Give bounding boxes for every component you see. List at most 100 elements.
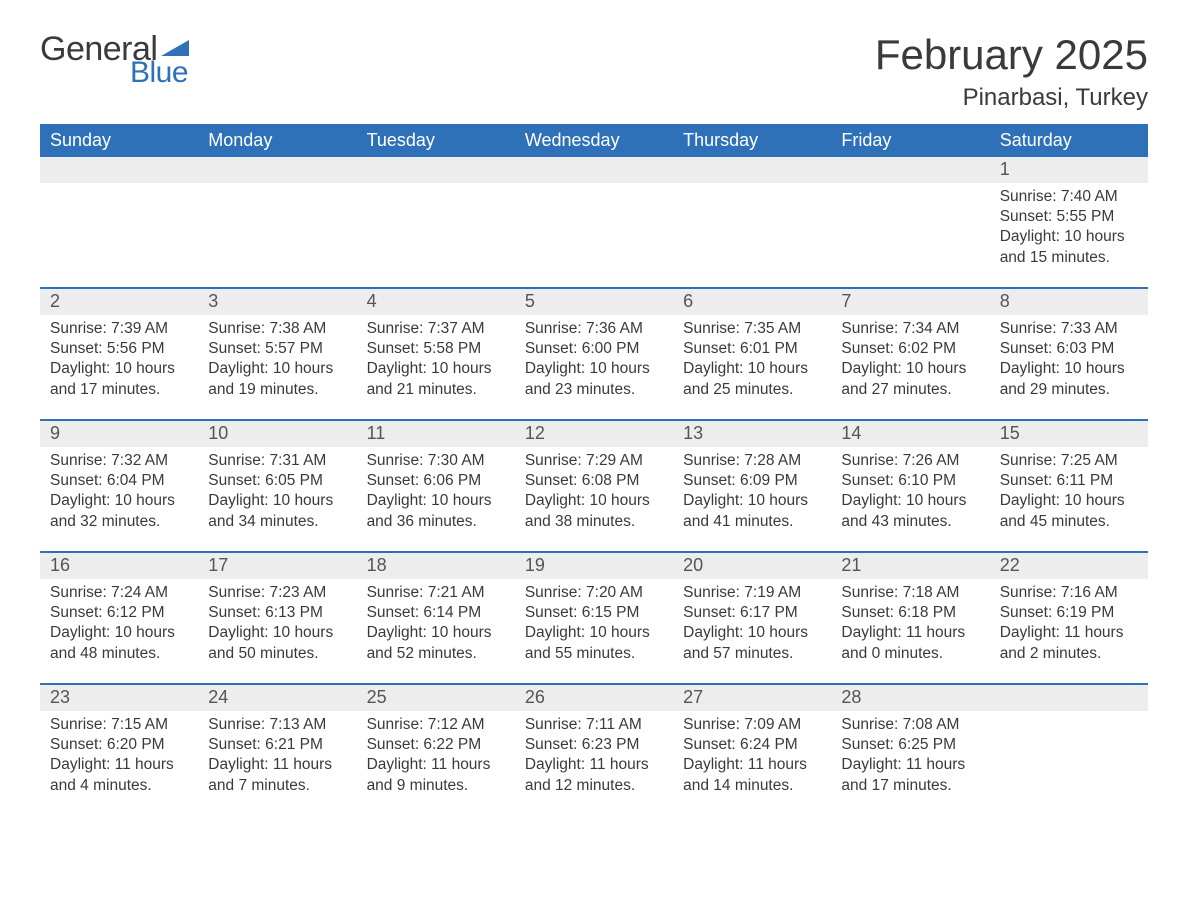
- title-block: February 2025 Pinarbasi, Turkey: [875, 32, 1148, 112]
- day-detail-cell: Sunrise: 7:30 AMSunset: 6:06 PMDaylight:…: [357, 447, 515, 551]
- day-detail-cell: Sunrise: 7:39 AMSunset: 5:56 PMDaylight:…: [40, 315, 198, 419]
- day-sunrise-label: Sunrise: 7:20 AM: [525, 583, 663, 603]
- day-sunset-label: Sunset: 6:05 PM: [208, 471, 346, 491]
- logo: General Blue: [40, 32, 189, 88]
- day-detail-cell: Sunrise: 7:15 AMSunset: 6:20 PMDaylight:…: [40, 711, 198, 815]
- day-number-cell: [357, 157, 515, 183]
- day-sunrise-label: Sunrise: 7:26 AM: [841, 451, 979, 471]
- day-number-cell: 17: [198, 553, 356, 579]
- day-day2-label: and 14 minutes.: [683, 776, 821, 796]
- day-number-cell: 14: [831, 421, 989, 447]
- day-day1-label: Daylight: 10 hours: [1000, 227, 1138, 247]
- day-sunset-label: Sunset: 6:23 PM: [525, 735, 663, 755]
- day-detail-cell: Sunrise: 7:09 AMSunset: 6:24 PMDaylight:…: [673, 711, 831, 815]
- day-detail-cell: Sunrise: 7:38 AMSunset: 5:57 PMDaylight:…: [198, 315, 356, 419]
- day-sunrise-label: Sunrise: 7:25 AM: [1000, 451, 1138, 471]
- day-number-cell: 5: [515, 289, 673, 315]
- day-day1-label: Daylight: 10 hours: [525, 623, 663, 643]
- weekday-header-row: SundayMondayTuesdayWednesdayThursdayFrid…: [40, 124, 1148, 157]
- day-sunset-label: Sunset: 6:19 PM: [1000, 603, 1138, 623]
- day-sunset-label: Sunset: 6:22 PM: [367, 735, 505, 755]
- day-number-cell: 24: [198, 685, 356, 711]
- day-sunrise-label: Sunrise: 7:33 AM: [1000, 319, 1138, 339]
- day-day1-label: Daylight: 10 hours: [367, 359, 505, 379]
- day-number-cell: 8: [990, 289, 1148, 315]
- day-detail-cell: Sunrise: 7:29 AMSunset: 6:08 PMDaylight:…: [515, 447, 673, 551]
- day-day2-label: and 45 minutes.: [1000, 512, 1138, 532]
- day-sunrise-label: Sunrise: 7:23 AM: [208, 583, 346, 603]
- day-number-cell: 25: [357, 685, 515, 711]
- day-day2-label: and 21 minutes.: [367, 380, 505, 400]
- day-sunrise-label: Sunrise: 7:19 AM: [683, 583, 821, 603]
- day-day2-label: and 0 minutes.: [841, 644, 979, 664]
- day-number-cell: 6: [673, 289, 831, 315]
- day-day1-label: Daylight: 10 hours: [1000, 491, 1138, 511]
- day-detail-cell: Sunrise: 7:25 AMSunset: 6:11 PMDaylight:…: [990, 447, 1148, 551]
- day-sunset-label: Sunset: 6:04 PM: [50, 471, 188, 491]
- day-day1-label: Daylight: 11 hours: [683, 755, 821, 775]
- weekday-header-cell: Sunday: [40, 124, 198, 157]
- day-day2-label: and 17 minutes.: [50, 380, 188, 400]
- day-day2-label: and 52 minutes.: [367, 644, 505, 664]
- day-day2-label: and 23 minutes.: [525, 380, 663, 400]
- day-sunrise-label: Sunrise: 7:29 AM: [525, 451, 663, 471]
- day-detail-cell: Sunrise: 7:12 AMSunset: 6:22 PMDaylight:…: [357, 711, 515, 815]
- day-sunrise-label: Sunrise: 7:31 AM: [208, 451, 346, 471]
- day-number-cell: 23: [40, 685, 198, 711]
- weekday-header-cell: Wednesday: [515, 124, 673, 157]
- day-day2-label: and 25 minutes.: [683, 380, 821, 400]
- day-number-cell: 22: [990, 553, 1148, 579]
- day-sunrise-label: Sunrise: 7:12 AM: [367, 715, 505, 735]
- day-sunset-label: Sunset: 5:56 PM: [50, 339, 188, 359]
- day-day1-label: Daylight: 10 hours: [208, 491, 346, 511]
- day-sunrise-label: Sunrise: 7:16 AM: [1000, 583, 1138, 603]
- day-number-cell: 2: [40, 289, 198, 315]
- day-sunset-label: Sunset: 6:06 PM: [367, 471, 505, 491]
- day-sunrise-label: Sunrise: 7:18 AM: [841, 583, 979, 603]
- day-day2-label: and 36 minutes.: [367, 512, 505, 532]
- day-sunrise-label: Sunrise: 7:37 AM: [367, 319, 505, 339]
- day-day2-label: and 48 minutes.: [50, 644, 188, 664]
- day-sunset-label: Sunset: 6:12 PM: [50, 603, 188, 623]
- day-number-cell: 16: [40, 553, 198, 579]
- day-day2-label: and 15 minutes.: [1000, 248, 1138, 268]
- month-title: February 2025: [875, 32, 1148, 78]
- day-detail-cell: Sunrise: 7:32 AMSunset: 6:04 PMDaylight:…: [40, 447, 198, 551]
- day-sunrise-label: Sunrise: 7:34 AM: [841, 319, 979, 339]
- day-detail-row: Sunrise: 7:40 AMSunset: 5:55 PMDaylight:…: [40, 183, 1148, 287]
- day-number-cell: [990, 685, 1148, 711]
- day-day2-label: and 9 minutes.: [367, 776, 505, 796]
- day-sunset-label: Sunset: 6:02 PM: [841, 339, 979, 359]
- day-day1-label: Daylight: 11 hours: [1000, 623, 1138, 643]
- day-number-cell: 11: [357, 421, 515, 447]
- day-detail-row: Sunrise: 7:24 AMSunset: 6:12 PMDaylight:…: [40, 579, 1148, 683]
- day-sunrise-label: Sunrise: 7:08 AM: [841, 715, 979, 735]
- day-sunset-label: Sunset: 6:03 PM: [1000, 339, 1138, 359]
- day-sunset-label: Sunset: 5:58 PM: [367, 339, 505, 359]
- day-day2-label: and 41 minutes.: [683, 512, 821, 532]
- day-sunrise-label: Sunrise: 7:32 AM: [50, 451, 188, 471]
- day-day1-label: Daylight: 11 hours: [841, 623, 979, 643]
- day-detail-cell: Sunrise: 7:33 AMSunset: 6:03 PMDaylight:…: [990, 315, 1148, 419]
- day-detail-cell: [831, 183, 989, 287]
- day-detail-row: Sunrise: 7:39 AMSunset: 5:56 PMDaylight:…: [40, 315, 1148, 419]
- day-day2-label: and 12 minutes.: [525, 776, 663, 796]
- day-detail-row: Sunrise: 7:15 AMSunset: 6:20 PMDaylight:…: [40, 711, 1148, 815]
- weekday-header-cell: Friday: [831, 124, 989, 157]
- day-number-row: 9101112131415: [40, 419, 1148, 447]
- day-detail-cell: [40, 183, 198, 287]
- day-detail-cell: [515, 183, 673, 287]
- logo-text-blue: Blue: [130, 58, 189, 88]
- day-day1-label: Daylight: 10 hours: [525, 359, 663, 379]
- day-number-cell: [831, 157, 989, 183]
- weekday-header-cell: Thursday: [673, 124, 831, 157]
- day-detail-cell: [357, 183, 515, 287]
- day-day2-label: and 55 minutes.: [525, 644, 663, 664]
- day-sunset-label: Sunset: 6:08 PM: [525, 471, 663, 491]
- day-sunset-label: Sunset: 6:13 PM: [208, 603, 346, 623]
- day-number-cell: 27: [673, 685, 831, 711]
- day-number-row: 16171819202122: [40, 551, 1148, 579]
- day-day2-label: and 4 minutes.: [50, 776, 188, 796]
- day-day2-label: and 19 minutes.: [208, 380, 346, 400]
- day-day2-label: and 43 minutes.: [841, 512, 979, 532]
